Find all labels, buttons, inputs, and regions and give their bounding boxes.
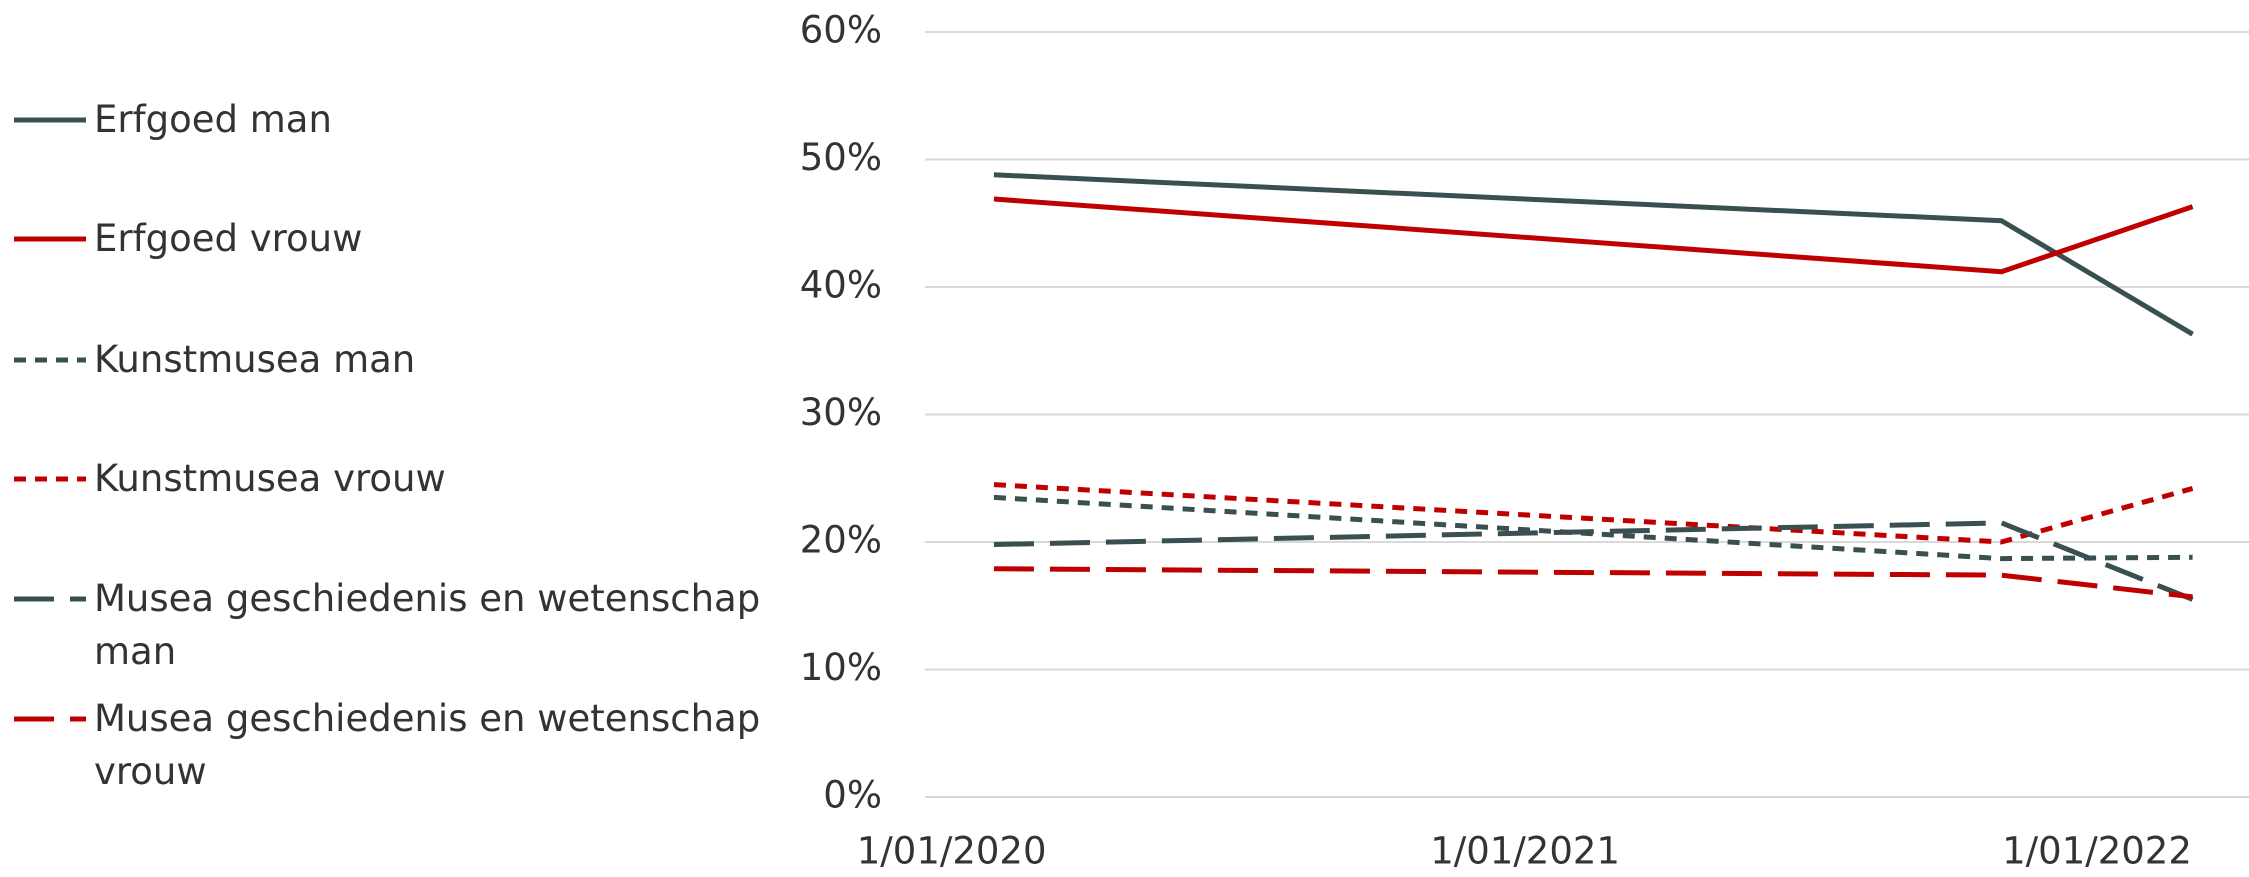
x-tick-label: 1/01/2022 [2002,830,2192,873]
series-line [993,494,2193,562]
series-line [993,482,2194,545]
legend-label: Erfgoed man [94,98,332,141]
legend-swatch [14,357,86,363]
legend-item: Erfgoed vrouw [14,212,762,265]
x-tick-label: 1/01/2020 [857,830,1047,873]
y-tick-label: 20% [800,519,882,562]
legend-label: Kunstmusea man [94,338,416,381]
series-line [993,172,2194,337]
series-line [993,566,2193,600]
legend-swatch [14,716,86,722]
legend-item: Musea geschiedenis en wetenschap man [14,572,762,678]
x-tick-label: 1/01/2021 [1430,830,1620,873]
legend-label: Musea geschiedenis en wetenschap man [94,577,761,673]
y-tick-label: 30% [800,391,882,434]
legend-swatch [14,236,86,242]
legend-item: Erfgoed man [14,93,762,146]
legend-label: Musea geschiedenis en wetenschap vrouw [94,697,761,793]
legend-item: Kunstmusea man [14,333,762,386]
y-tick-label: 60% [800,9,882,52]
legend-swatch [14,117,86,123]
series-line [993,520,2194,602]
legend-label: Erfgoed vrouw [94,217,363,260]
y-tick-label: 50% [800,136,882,179]
series-line [993,196,2194,275]
y-tick-label: 0% [823,774,882,817]
legend-label: Kunstmusea vrouw [94,457,446,500]
y-tick-label: 10% [800,646,882,689]
y-tick-label: 40% [800,264,882,307]
legend-item: Musea geschiedenis en wetenschap vrouw [14,692,762,798]
legend-swatch [14,476,86,482]
legend-swatch [14,596,86,602]
legend-item: Kunstmusea vrouw [14,452,762,505]
